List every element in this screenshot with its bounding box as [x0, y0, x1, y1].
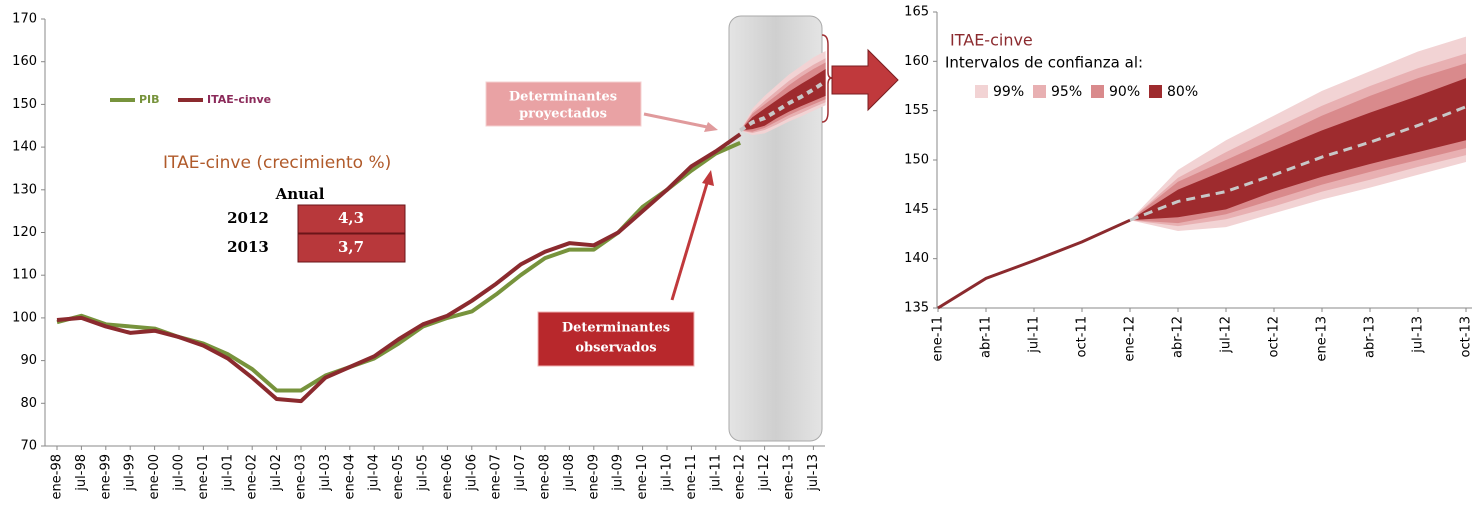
table-row-label: 2012	[227, 209, 269, 227]
y-tick-label: 140	[12, 140, 37, 155]
arrow	[643, 112, 713, 130]
x-tick-label: ene-99	[98, 454, 113, 499]
x-tick-label: oct-13	[1459, 316, 1474, 357]
x-tick-label: jul-06	[464, 454, 479, 492]
legend-label: 80%	[1167, 84, 1198, 100]
legend-swatch	[1091, 85, 1104, 98]
y-tick-label: 100	[12, 310, 37, 325]
x-tick-label: abr-12	[1171, 316, 1186, 358]
y-tick-label: 160	[904, 54, 929, 69]
table-row-label: 2013	[227, 238, 269, 256]
x-tick-label: jul-09	[611, 454, 626, 492]
legend-label: ITAE-cinve	[207, 93, 271, 106]
x-tick-label: jul-05	[416, 454, 431, 492]
legend-swatch	[1033, 85, 1046, 98]
table-value: 3,7	[338, 238, 364, 256]
y-tick-label: 140	[904, 251, 929, 266]
y-tick-label: 80	[20, 396, 37, 411]
big-arrow	[831, 48, 899, 112]
annotation: Determinantes	[562, 321, 670, 336]
x-tick-label: ene-12	[733, 454, 748, 499]
y-tick-label: 160	[12, 54, 37, 69]
confidence-band	[1130, 78, 1466, 221]
x-tick-label: ene-03	[294, 454, 309, 499]
series-line	[56, 132, 742, 404]
x-tick-label: ene-98	[50, 454, 65, 499]
x-tick-label: jul-13	[806, 454, 821, 492]
x-tick-label: jul-08	[562, 454, 577, 492]
x-tick-label: jul-12	[757, 454, 772, 492]
x-tick-label: jul-04	[367, 454, 382, 492]
x-tick-label: jul-11	[708, 454, 723, 492]
chart-title: ITAE-cinve (crecimiento %)	[163, 153, 391, 173]
legend-label: 90%	[1109, 84, 1140, 100]
y-tick-label: 120	[12, 225, 37, 240]
x-tick-label: oct-11	[1075, 316, 1090, 357]
x-tick-label: ene-04	[342, 454, 357, 499]
arrowhead	[702, 170, 714, 186]
y-tick-label: 170	[12, 12, 37, 27]
y-tick-label: 90	[20, 353, 37, 368]
x-tick-label: abr-13	[1363, 316, 1378, 358]
x-tick-label: jul-02	[269, 454, 284, 492]
x-tick-label: ene-06	[440, 454, 455, 499]
annotation: proyectados	[519, 107, 607, 122]
series-line	[937, 218, 1131, 310]
table-cell	[297, 233, 406, 263]
x-tick-label: ene-05	[391, 454, 406, 499]
x-tick-label: jul-13	[1411, 316, 1426, 354]
x-tick-label: jul-11	[1027, 316, 1042, 354]
x-tick-label: ene-02	[245, 454, 260, 499]
y-tick-label: 150	[904, 153, 929, 168]
x-tick-label: ene-09	[586, 454, 601, 499]
x-tick-label: ene-11	[931, 316, 946, 361]
y-tick-label: 165	[904, 5, 929, 20]
x-tick-label: ene-08	[538, 454, 553, 499]
annotation: observados	[575, 341, 656, 356]
x-tick-label: jul-00	[172, 454, 187, 492]
y-tick-label: 110	[12, 268, 37, 283]
y-tick-label: 130	[12, 182, 37, 197]
x-tick-label: jul-99	[123, 454, 138, 492]
projection-line	[739, 79, 827, 133]
chart-subtitle: Intervalos de confianza al:	[945, 54, 1143, 72]
y-tick-label: 150	[12, 97, 37, 112]
y-tick-label: 70	[20, 439, 37, 454]
x-tick-label: abr-11	[979, 316, 994, 358]
arrow	[670, 179, 710, 301]
table-cell	[297, 204, 406, 234]
annotation-box	[485, 81, 642, 127]
x-tick-label: jul-98	[74, 454, 89, 492]
legend-swatch	[975, 85, 988, 98]
legend-label: PIB	[139, 93, 160, 106]
y-tick-label: 145	[904, 202, 929, 217]
x-tick-label: jul-01	[220, 454, 235, 492]
chart-title: ITAE-cinve	[950, 31, 1033, 50]
x-tick-label: ene-13	[782, 454, 797, 499]
annotation-box	[537, 311, 695, 367]
confidence-band	[740, 68, 826, 131]
x-tick-label: oct-12	[1267, 316, 1282, 357]
legend-label: 95%	[1051, 84, 1082, 100]
y-tick-label: 135	[904, 301, 929, 316]
x-tick-label: ene-10	[635, 454, 650, 499]
table-value: 4,3	[338, 209, 364, 227]
x-tick-label: ene-01	[196, 454, 211, 499]
y-tick-label: 155	[904, 103, 929, 118]
x-tick-label: ene-11	[684, 454, 699, 499]
x-tick-label: jul-10	[660, 454, 675, 492]
x-tick-label: jul-03	[318, 454, 333, 492]
x-tick-label: ene-07	[489, 454, 504, 499]
x-tick-label: jul-07	[513, 454, 528, 492]
x-tick-label: jul-12	[1219, 316, 1234, 354]
x-tick-label: ene-12	[1123, 316, 1138, 361]
x-tick-label: ene-00	[147, 454, 162, 499]
legend-swatch	[1149, 85, 1162, 98]
table-title: Anual	[275, 185, 325, 203]
x-tick-label: ene-13	[1315, 316, 1330, 361]
arrowhead	[704, 122, 718, 132]
annotation: Determinantes	[509, 90, 617, 105]
legend-label: 99%	[993, 84, 1024, 100]
